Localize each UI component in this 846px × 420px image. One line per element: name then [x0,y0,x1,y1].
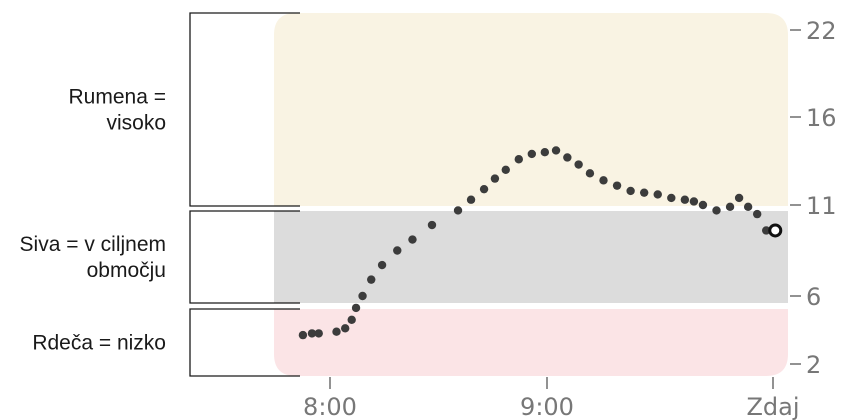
data-point [314,329,323,338]
data-point [501,165,510,174]
data-point [393,246,402,255]
data-point [340,324,350,333]
data-point [712,206,721,215]
data-point [653,190,662,199]
bracket-target [189,210,300,304]
x-axis: 8:00 9:00 Zdaj [303,377,800,420]
band-label-target: Siva = v ciljnem [20,233,166,256]
data-point [540,148,550,157]
data-point [585,169,595,178]
data-point [762,226,771,235]
range-bands [274,13,788,376]
data-point [377,260,387,270]
data-point [626,186,635,196]
data-point [347,315,356,324]
data-point [599,176,608,185]
data-point [358,291,367,301]
data-point [514,155,523,164]
data-point [551,146,561,155]
data-point [743,202,753,212]
band-low [274,309,788,376]
band-label-high: Rumena = [69,86,166,109]
x-tick-label: Zdaj [746,393,799,420]
data-point [752,209,762,219]
x-tick-label: 8:00 [303,393,357,420]
band-label-target: območju [87,259,166,282]
data-point [639,188,649,197]
data-point [667,193,676,203]
band-label-low: Rdeča = nizko [32,332,166,355]
current-reading-point [768,223,783,238]
data-point [427,220,437,230]
data-point [453,206,463,215]
x-tick-label: 9:00 [520,393,574,420]
band-high [274,13,788,206]
data-point [563,153,572,162]
data-point [689,197,699,206]
data-point [332,327,341,336]
y-tick-label: 2 [806,351,821,379]
data-point [527,149,537,159]
data-point [307,329,317,338]
data-point [680,195,690,204]
band-target [274,211,788,303]
y-tick-label: 11 [806,192,837,220]
y-axis: 22 16 11 6 2 [790,17,837,379]
data-point [367,275,376,284]
data-point [734,193,744,203]
data-point [298,330,308,340]
band-brackets [189,12,300,377]
y-tick-label: 6 [806,283,821,311]
glucose-readings [298,146,783,340]
band-label-high: visoko [106,112,166,135]
y-tick-label: 22 [806,17,837,45]
data-point [698,200,708,210]
data-point [574,160,583,169]
y-tick-label: 16 [806,104,837,132]
data-point [479,184,489,194]
data-point [490,174,500,183]
data-point [725,202,735,212]
data-point [351,303,361,313]
data-point [612,181,622,190]
bracket-high [189,12,300,207]
bracket-low [189,308,300,377]
data-point [408,235,417,244]
data-point [466,195,476,204]
band-labels: Rumena = visoko Siva = v ciljnem območju Rde… [20,86,166,355]
